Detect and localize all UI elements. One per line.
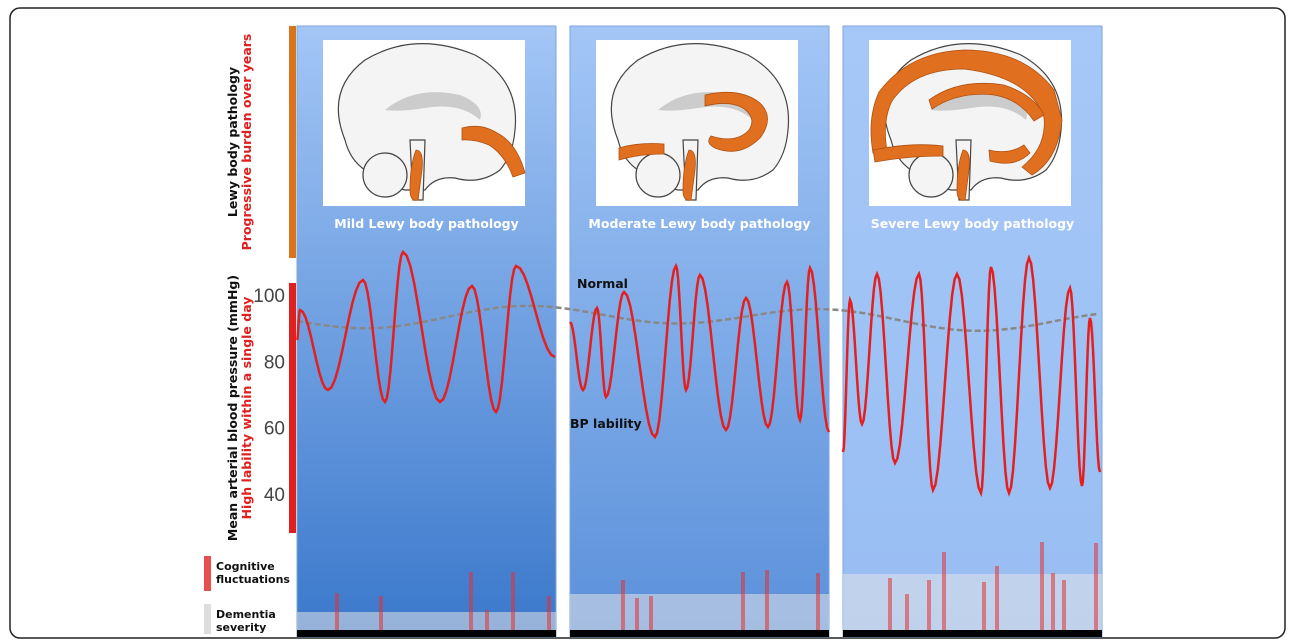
axis-label: Mean arterial blood pressure (mmHg) xyxy=(225,275,240,541)
panel-label: Severe Lewy body pathology xyxy=(871,216,1074,231)
fluctuation-bar xyxy=(905,594,909,631)
fluctuation-bar xyxy=(485,610,489,631)
fluctuation-bar xyxy=(379,596,383,631)
fluctuation-bar xyxy=(888,578,892,631)
axis-label: Lewy body pathology xyxy=(225,67,240,217)
brain-outline xyxy=(338,44,515,200)
axis-sublabel: High lability within a single day xyxy=(239,297,254,520)
fluctuation-bar xyxy=(649,596,653,631)
fluctuation-bar xyxy=(741,572,745,631)
annotation: Normal xyxy=(577,276,628,291)
cerebellum xyxy=(636,153,680,197)
fluctuation-bar xyxy=(1094,543,1098,631)
fluctuation-bar xyxy=(547,596,551,631)
figure-canvas: Lewy body pathology Progressive burden o… xyxy=(0,0,1295,644)
figure: Lewy body pathology Progressive burden o… xyxy=(0,0,1295,644)
cerebellum xyxy=(363,153,407,197)
axis-sublabel: Progressive burden over years xyxy=(239,34,254,251)
y-tick-label: 100 xyxy=(253,286,285,307)
legend-label: Cognitive fluctuations xyxy=(216,560,296,586)
dementia-band xyxy=(570,594,829,631)
fluctuation-bar xyxy=(335,593,339,631)
fluctuation-bar xyxy=(982,582,986,631)
legend-swatch xyxy=(204,604,211,634)
fluctuation-bar xyxy=(942,552,946,631)
baseline-bar xyxy=(297,630,556,637)
y-tick-label: 60 xyxy=(264,419,285,440)
fluctuation-bar xyxy=(1062,580,1066,631)
legend-swatch xyxy=(204,556,211,591)
fluctuation-bar xyxy=(635,598,639,631)
pathology-bar xyxy=(289,26,296,258)
fluctuation-bar xyxy=(621,580,625,631)
cerebellum xyxy=(909,153,953,197)
baseline-bar xyxy=(570,630,829,637)
y-tick-label: 80 xyxy=(264,352,285,373)
fluctuation-bar xyxy=(816,573,820,631)
fluctuation-bar xyxy=(511,572,515,631)
panel-label: Moderate Lewy body pathology xyxy=(588,216,810,231)
fluctuation-bar xyxy=(469,572,473,631)
baseline-bar xyxy=(843,630,1102,637)
fluctuation-bar xyxy=(927,580,931,631)
legend-label: Dementia severity xyxy=(216,608,276,634)
panel-label: Mild Lewy body pathology xyxy=(334,216,519,231)
fluctuation-bar xyxy=(1040,542,1044,631)
fluctuation-bar xyxy=(995,566,999,631)
annotation: BP lability xyxy=(570,416,642,431)
fluctuation-bar xyxy=(765,570,769,631)
y-tick-label: 40 xyxy=(264,485,285,506)
fluctuation-bar xyxy=(1051,573,1055,631)
brain xyxy=(611,44,788,201)
bp-bar xyxy=(289,283,296,533)
